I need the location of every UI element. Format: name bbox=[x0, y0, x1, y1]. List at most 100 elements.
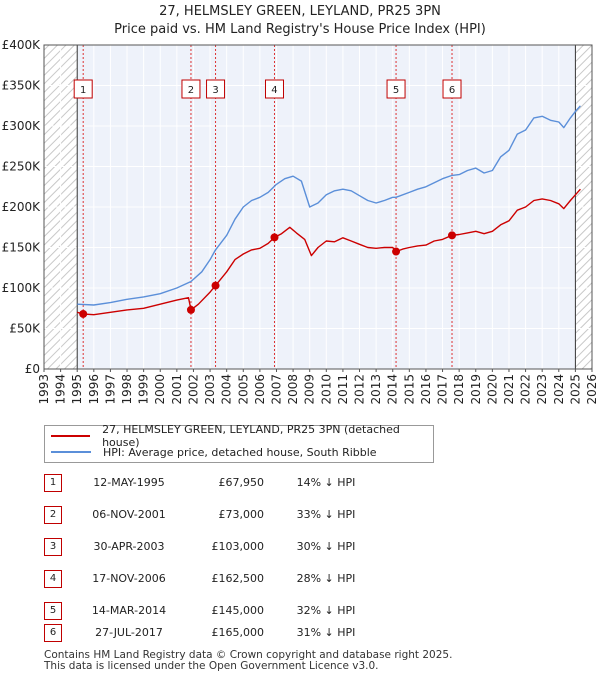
transaction-hpi-diff: 28% ↓ HPI bbox=[296, 572, 356, 585]
legend-item-hpi: HPI: Average price, detached house, Sout… bbox=[51, 444, 377, 460]
property-price-line bbox=[77, 188, 581, 316]
x-tick-label: 1995 bbox=[70, 374, 84, 405]
transaction-number: 2 bbox=[44, 506, 62, 524]
x-tick-label: 2006 bbox=[253, 374, 267, 405]
x-tick-label: 2000 bbox=[153, 374, 167, 405]
x-tick-label: 2016 bbox=[419, 374, 433, 405]
x-tick-label: 2024 bbox=[552, 374, 566, 405]
x-tick-label: 1993 bbox=[37, 374, 51, 405]
footer: Contains HM Land Registry data © Crown c… bbox=[44, 650, 452, 672]
transaction-number: 1 bbox=[44, 474, 62, 492]
y-tick-label: £100K bbox=[2, 281, 42, 295]
x-tick-label: 2025 bbox=[568, 374, 582, 405]
sale-point bbox=[186, 305, 195, 314]
transaction-date: 17-NOV-2006 bbox=[92, 572, 166, 585]
x-tick-label: 2007 bbox=[269, 374, 283, 405]
table-row: 5 14-MAR-2014 £145,000 32% ↓ HPI bbox=[44, 602, 384, 620]
legend-swatch-property bbox=[51, 435, 91, 437]
transaction-price: £145,000 bbox=[211, 604, 265, 617]
hpi-line bbox=[77, 105, 581, 306]
table-row: 1 12-MAY-1995 £67,950 14% ↓ HPI bbox=[44, 474, 384, 492]
sale-point bbox=[79, 309, 88, 318]
x-tick-label: 2015 bbox=[402, 374, 416, 405]
x-tick-label: 2001 bbox=[170, 374, 184, 405]
transaction-price: £165,000 bbox=[211, 626, 265, 639]
sale-marker-label: 4 bbox=[271, 85, 277, 96]
x-tick-label: 2009 bbox=[303, 374, 317, 405]
x-tick-label: 2021 bbox=[502, 374, 516, 405]
x-tick-label: 2020 bbox=[485, 374, 499, 405]
x-tick-label: 2026 bbox=[585, 374, 599, 405]
x-tick-label: 2002 bbox=[186, 374, 200, 405]
x-tick-label: 2003 bbox=[203, 374, 217, 405]
y-tick-label: £400K bbox=[2, 38, 42, 52]
x-tick-label: 2018 bbox=[452, 374, 466, 405]
x-tick-label: 1998 bbox=[120, 374, 134, 405]
transaction-hpi-diff: 33% ↓ HPI bbox=[296, 508, 356, 521]
sale-marker-label: 6 bbox=[449, 85, 455, 96]
transaction-hpi-diff: 32% ↓ HPI bbox=[296, 604, 356, 617]
transaction-hpi-diff: 14% ↓ HPI bbox=[296, 476, 356, 489]
transaction-date: 14-MAR-2014 bbox=[91, 604, 167, 617]
y-tick-label: £0 bbox=[25, 362, 40, 376]
x-tick-label: 1996 bbox=[87, 374, 101, 405]
price-chart: 1 2 3 4 5 6 £0 £50K £100K £150K £200K £250K £300K £35… bbox=[2, 38, 599, 405]
x-tick-label: 2019 bbox=[469, 374, 483, 405]
x-tick-label: 2008 bbox=[286, 374, 300, 405]
table-row: 3 30-APR-2003 £103,000 30% ↓ HPI bbox=[44, 538, 384, 556]
y-tick-label: £50K bbox=[9, 322, 41, 336]
transaction-date: 12-MAY-1995 bbox=[93, 476, 165, 489]
chart-title: 27, HELMSLEY GREEN, LEYLAND, PR25 3PN bbox=[159, 4, 441, 19]
y-tick-label: £200K bbox=[2, 200, 42, 214]
legend-item-property: 27, HELMSLEY GREEN, LEYLAND, PR25 3PN (d… bbox=[51, 423, 433, 449]
legend-label-hpi: HPI: Average price, detached house, Sout… bbox=[103, 445, 377, 459]
sale-marker-label: 2 bbox=[188, 85, 194, 96]
x-tick-label: 2011 bbox=[336, 374, 350, 405]
x-tick-label: 1999 bbox=[137, 374, 151, 405]
transaction-date: 27-JUL-2017 bbox=[95, 626, 163, 639]
sale-marker-label: 1 bbox=[80, 85, 86, 96]
transaction-price: £67,950 bbox=[218, 476, 265, 489]
footer-licence: This data is licensed under the Open Gov… bbox=[44, 660, 379, 672]
sale-marker-box bbox=[442, 79, 462, 99]
transaction-price: £162,500 bbox=[211, 572, 265, 585]
table-row: 2 06-NOV-2001 £73,000 33% ↓ HPI bbox=[44, 506, 384, 524]
transaction-date: 30-APR-2003 bbox=[93, 540, 165, 553]
legend: 27, HELMSLEY GREEN, LEYLAND, PR25 3PN (d… bbox=[44, 423, 434, 463]
sale-point bbox=[392, 247, 401, 256]
legend-label-property: 27, HELMSLEY GREEN, LEYLAND, PR25 3PN (d… bbox=[102, 423, 400, 449]
x-tick-label: 1994 bbox=[54, 374, 68, 405]
sale-marker-box bbox=[386, 79, 406, 99]
transaction-price: £73,000 bbox=[218, 508, 265, 521]
sale-point bbox=[448, 231, 457, 240]
x-tick-label: 2017 bbox=[436, 374, 450, 405]
transaction-number: 3 bbox=[44, 538, 62, 556]
legend-swatch-hpi bbox=[51, 451, 91, 453]
x-tick-label: 2005 bbox=[236, 374, 250, 405]
sale-marker-label: 5 bbox=[393, 85, 399, 96]
y-tick-label: £350K bbox=[2, 79, 42, 93]
x-tick-label: 2010 bbox=[319, 374, 333, 405]
table-row: 6 27-JUL-2017 £165,000 31% ↓ HPI bbox=[44, 624, 384, 642]
sale-marker-label: 3 bbox=[212, 85, 218, 96]
sale-marker-box bbox=[206, 79, 226, 99]
sale-marker-box bbox=[73, 79, 93, 99]
chart-subtitle: Price paid vs. HM Land Registry's House … bbox=[114, 22, 486, 37]
sale-marker-box bbox=[181, 79, 201, 99]
x-tick-label: 2023 bbox=[535, 374, 549, 405]
footer-copyright: Contains HM Land Registry data © Crown c… bbox=[44, 649, 453, 661]
transaction-number: 5 bbox=[44, 602, 62, 620]
x-tick-label: 1997 bbox=[103, 374, 117, 405]
sale-marker-box bbox=[264, 79, 284, 99]
transaction-hpi-diff: 30% ↓ HPI bbox=[296, 540, 356, 553]
y-tick-label: £300K bbox=[2, 119, 42, 133]
transaction-number: 6 bbox=[44, 624, 62, 642]
y-tick-label: £150K bbox=[2, 241, 42, 255]
x-tick-label: 2012 bbox=[353, 374, 367, 405]
transaction-number: 4 bbox=[44, 570, 62, 588]
x-tick-label: 2022 bbox=[519, 374, 533, 405]
transaction-price: £103,000 bbox=[211, 540, 265, 553]
sale-point bbox=[211, 281, 220, 290]
x-tick-label: 2014 bbox=[386, 374, 400, 405]
x-tick-label: 2004 bbox=[220, 374, 234, 405]
